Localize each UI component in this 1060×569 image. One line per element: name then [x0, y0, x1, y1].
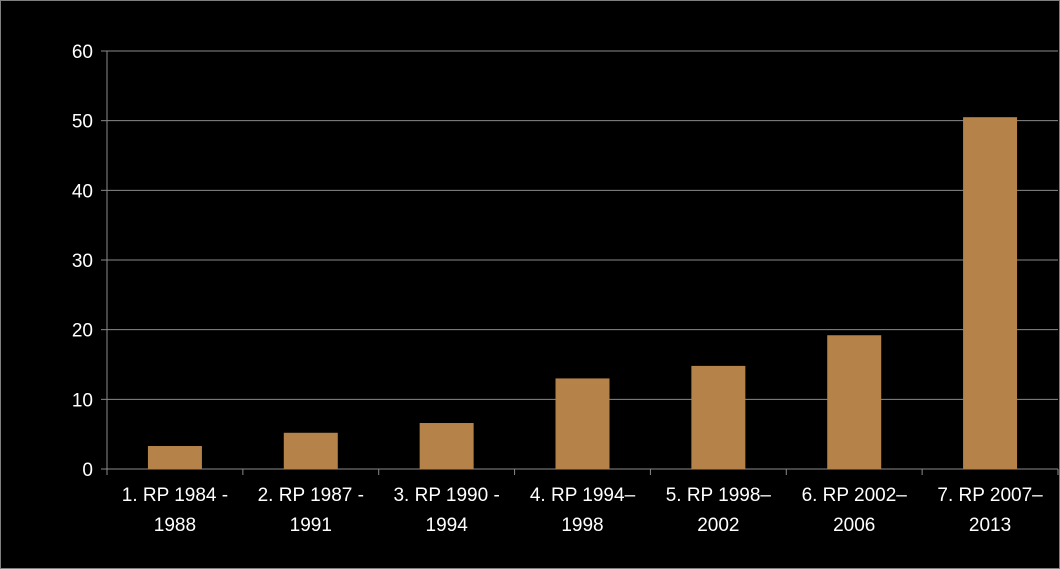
y-tick-label: 10	[72, 390, 93, 411]
bar-7	[963, 117, 1018, 469]
x-category-label: 1991	[290, 515, 332, 536]
x-category-label: 1994	[426, 515, 469, 536]
y-tick-label: 30	[72, 251, 93, 272]
x-category-label: 5. RP 1998–	[666, 485, 772, 506]
x-category-label: 1. RP 1984 -	[122, 485, 228, 506]
x-category-label: 2013	[969, 515, 1011, 536]
y-tick-label: 40	[72, 181, 93, 202]
x-category-label: 6. RP 2002–	[802, 485, 908, 506]
x-category-label: 2006	[833, 515, 875, 536]
y-tick-label: 0	[82, 460, 93, 481]
x-category-label: 2. RP 1987 -	[258, 485, 364, 506]
x-category-label: 1998	[561, 515, 603, 536]
bar-6	[827, 335, 882, 469]
bar-1	[147, 446, 202, 469]
x-category-label: 7. RP 2007–	[937, 485, 1043, 506]
x-category-label: 4. RP 1994–	[530, 485, 636, 506]
y-tick-label: 20	[72, 321, 93, 342]
bar-4	[555, 378, 610, 469]
x-category-label: 2002	[697, 515, 739, 536]
x-category-label: 1988	[154, 515, 196, 536]
y-tick-label: 60	[72, 42, 93, 63]
bar-2	[283, 432, 338, 469]
x-category-label: 3. RP 1990 -	[393, 485, 499, 506]
bar-3	[419, 423, 474, 469]
bar-5	[691, 365, 746, 469]
y-tick-label: 50	[72, 112, 93, 133]
